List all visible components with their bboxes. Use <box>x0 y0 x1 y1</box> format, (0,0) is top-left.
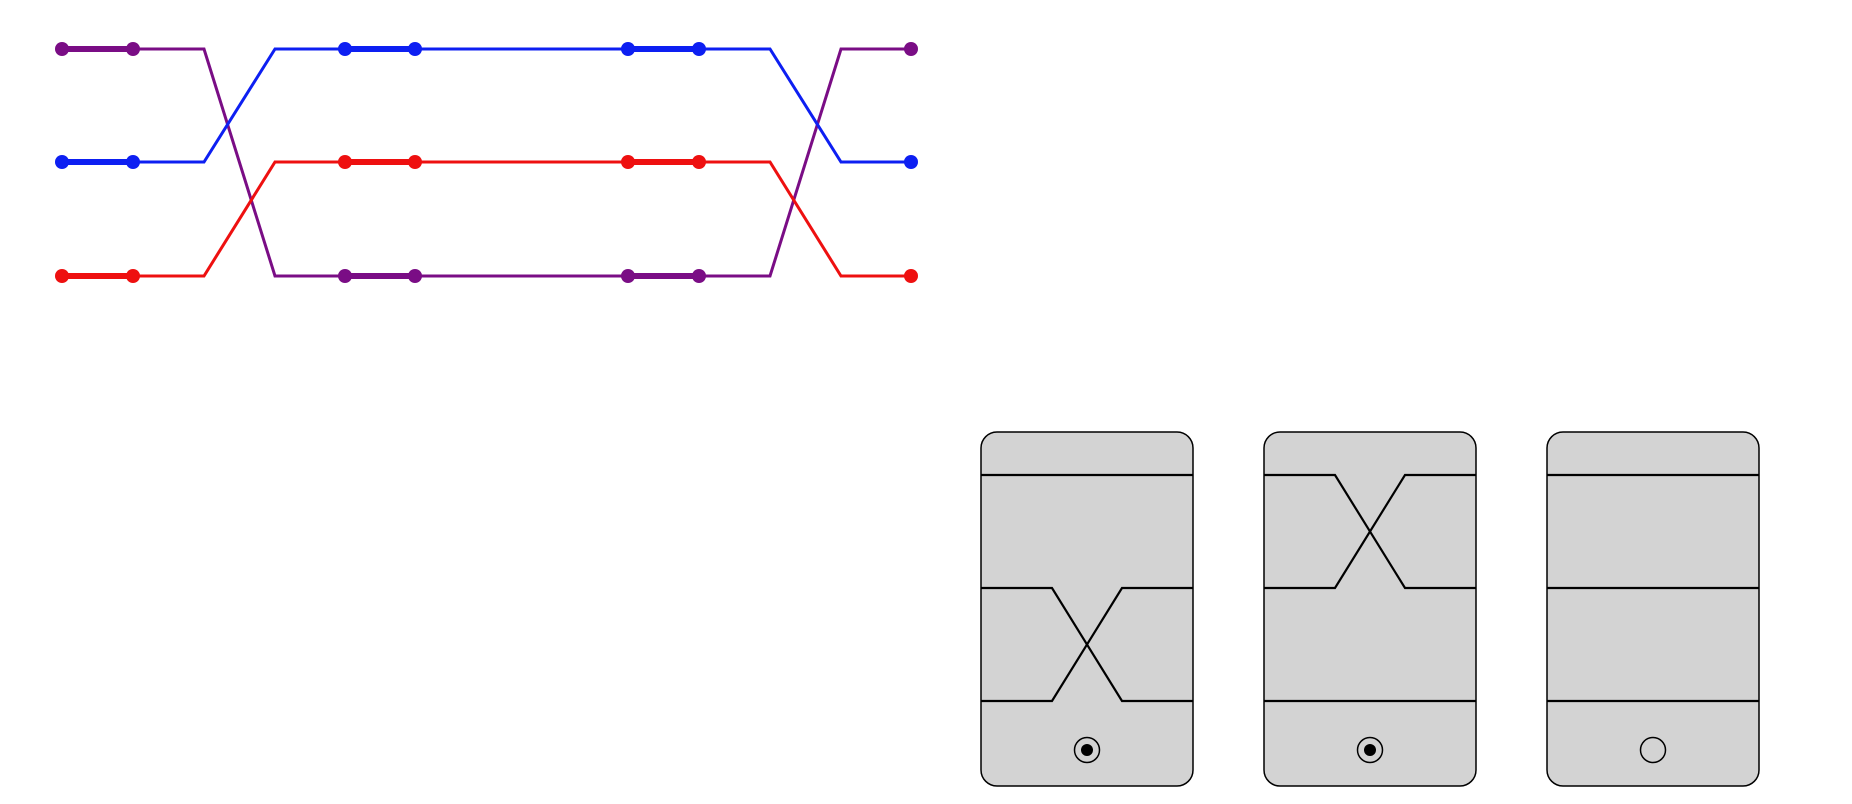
strand-node-purple-2 <box>338 269 352 283</box>
strand-node-blue-0 <box>55 155 69 169</box>
strand-node-blue-6 <box>904 155 918 169</box>
strand-node-red-3 <box>408 155 422 169</box>
card-crossing-b <box>981 586 1193 703</box>
wire-permutation-diagram <box>55 42 918 283</box>
strand-node-red-4 <box>621 155 635 169</box>
indicator-ring-icon[interactable] <box>1073 736 1101 764</box>
strand-node-red-0 <box>55 269 69 283</box>
card-body <box>1546 431 1760 787</box>
strand-node-blue-5 <box>692 42 706 56</box>
strand-node-blue-4 <box>621 42 635 56</box>
strand-blue <box>55 42 918 169</box>
strand-node-blue-2 <box>338 42 352 56</box>
strand-purple <box>55 42 918 283</box>
strand-node-red-6 <box>904 269 918 283</box>
switch-card-row <box>980 431 1760 787</box>
card-body <box>1263 431 1477 787</box>
strand-node-blue-1 <box>126 155 140 169</box>
strand-node-red-2 <box>338 155 352 169</box>
strand-node-purple-6 <box>904 42 918 56</box>
strand-line-red <box>62 160 911 278</box>
switch-card-3[interactable] <box>1546 431 1760 787</box>
strand-node-purple-1 <box>126 42 140 56</box>
strand-node-purple-4 <box>621 269 635 283</box>
indicator-ring-icon[interactable] <box>1639 736 1667 764</box>
strand-node-blue-3 <box>408 42 422 56</box>
strand-line-blue <box>62 47 911 164</box>
strand-node-purple-3 <box>408 269 422 283</box>
indicator-dot-icon <box>1364 744 1376 756</box>
card-body <box>980 431 1194 787</box>
indicator-ring-icon[interactable] <box>1356 736 1384 764</box>
strand-line-purple <box>62 47 911 278</box>
strand-node-red-5 <box>692 155 706 169</box>
strand-node-purple-5 <box>692 269 706 283</box>
strand-red <box>55 155 918 283</box>
switch-card-2[interactable] <box>1263 431 1477 787</box>
switch-card-1[interactable] <box>980 431 1194 787</box>
indicator-dot-icon <box>1081 744 1093 756</box>
strand-node-red-1 <box>126 269 140 283</box>
strand-node-purple-0 <box>55 42 69 56</box>
card-crossing-b <box>1264 473 1476 590</box>
